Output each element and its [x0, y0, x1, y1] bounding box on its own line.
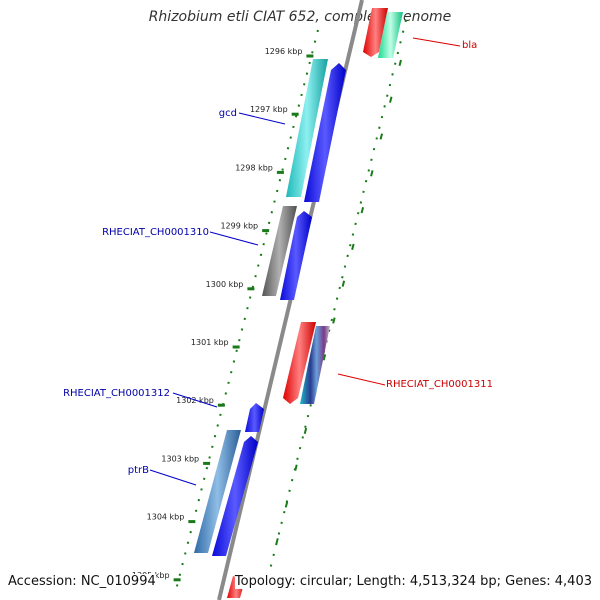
gene-label-ptrb[interactable]: ptrB	[128, 465, 149, 476]
gene-label-rheciat-ch0001311[interactable]: RHECIAT_CH0001311	[386, 379, 493, 390]
kbp-ticks: 1296 kbp 1297 kbp 1298 kbp 1299 kbp 1300 kbp…	[132, 47, 314, 582]
kbp-tick-label: 1301 kbp	[191, 338, 229, 347]
gene-rheciat-ch0001310-block[interactable]	[262, 206, 297, 296]
cds-rheciat-ch0001311-strip[interactable]	[300, 326, 330, 404]
accession-text: Accession: NC_010994	[8, 574, 156, 589]
gene-rheciat-ch0001311-block[interactable]	[283, 322, 316, 404]
kbp-tick-label: 1302 kbp	[176, 396, 214, 405]
kbp-tick-label: 1299 kbp	[220, 222, 258, 231]
cds-rheciat-ch0001312-arrow[interactable]	[245, 403, 264, 432]
gene-label-bla[interactable]: bla	[462, 40, 477, 51]
gene-labels: gcd RHECIAT_CH0001310 RHECIAT_CH0001312 …	[63, 40, 493, 476]
cds-ptrb-arrow[interactable]	[212, 436, 258, 556]
kbp-tick-label: 1303 kbp	[161, 454, 199, 463]
gene-label-rheciat-ch0001310[interactable]: RHECIAT_CH0001310	[102, 227, 209, 238]
kbp-tick-label: 1300 kbp	[206, 280, 244, 289]
kbp-tick-label: 1304 kbp	[147, 513, 185, 522]
label-leaders	[149, 37, 461, 486]
cds-rheciat-ch0001310-arrow[interactable]	[280, 211, 312, 300]
cds-gcd-arrow[interactable]	[304, 63, 346, 202]
cds-bla-block[interactable]	[378, 12, 403, 58]
kbp-tick-label: 1297 kbp	[250, 105, 288, 114]
gene-gcd-block[interactable]	[286, 59, 328, 197]
gene-bla-block[interactable]	[363, 8, 388, 57]
gene-label-rheciat-ch0001312[interactable]: RHECIAT_CH0001312	[63, 388, 170, 399]
gene-label-gcd[interactable]: gcd	[219, 108, 237, 119]
gene-ptrb-block[interactable]	[194, 430, 241, 553]
kbp-tick-label: 1296 kbp	[265, 47, 303, 56]
features	[194, 8, 403, 598]
kbp-tick-label: 1298 kbp	[235, 163, 273, 172]
genome-summary-text: Topology: circular; Length: 4,513,324 bp…	[234, 574, 592, 589]
